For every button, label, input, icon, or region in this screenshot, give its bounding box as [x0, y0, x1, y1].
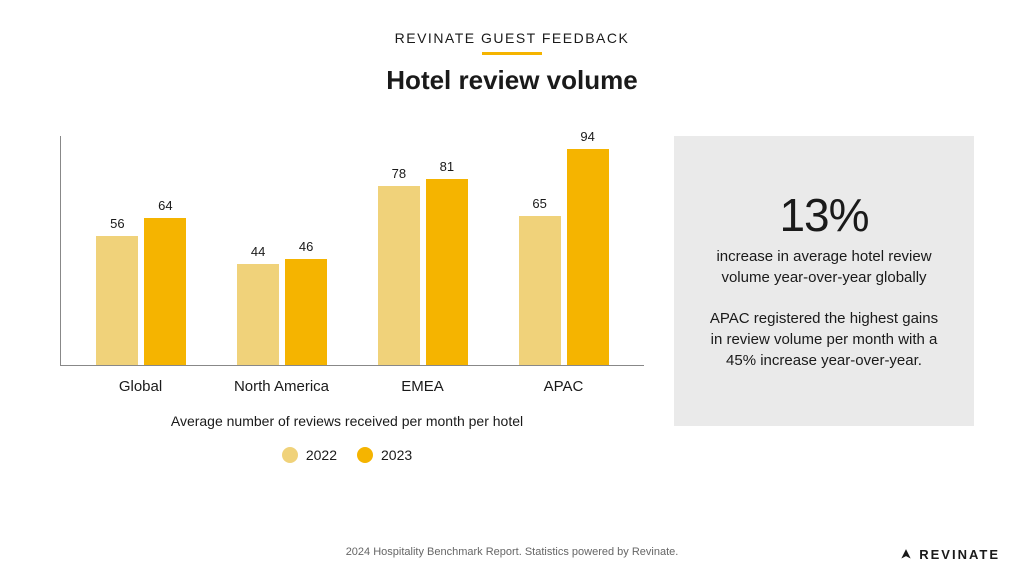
- eyebrow-text: REVINATE GUEST FEEDBACK: [0, 30, 1024, 46]
- bar: 78: [378, 186, 420, 365]
- bar: 65: [519, 216, 561, 366]
- axis-caption: Average number of reviews received per m…: [50, 413, 644, 429]
- page-title: Hotel review volume: [0, 65, 1024, 96]
- bar-group: 6594: [493, 149, 634, 365]
- bar: 94: [567, 149, 609, 365]
- bar-value-label: 65: [532, 196, 546, 211]
- chart-area: 5664444678816594 GlobalNorth AmericaEMEA…: [50, 136, 644, 463]
- bar-group: 7881: [353, 179, 494, 365]
- callout-line1: increase in average hotel review volume …: [702, 246, 946, 288]
- header: REVINATE GUEST FEEDBACK Hotel review vol…: [0, 0, 1024, 96]
- legend-label: 2023: [381, 447, 412, 463]
- callout-stat: 13%: [702, 192, 946, 238]
- bar-value-label: 81: [440, 159, 454, 174]
- bar-value-label: 56: [110, 216, 124, 231]
- chart-plot: 5664444678816594: [60, 136, 644, 366]
- bar: 56: [96, 236, 138, 365]
- stat-callout: 13% increase in average hotel review vol…: [674, 136, 974, 426]
- title-underline: [482, 52, 542, 55]
- x-axis-label: EMEA: [352, 378, 493, 395]
- bar: 46: [285, 259, 327, 365]
- legend-item: 2023: [357, 447, 412, 463]
- bar-value-label: 78: [392, 166, 406, 181]
- brand-logo: REVINATE: [899, 547, 1000, 562]
- x-axis-label: APAC: [493, 378, 634, 395]
- legend-swatch: [357, 447, 373, 463]
- legend-item: 2022: [282, 447, 337, 463]
- bar-value-label: 64: [158, 198, 172, 213]
- footer-text: 2024 Hospitality Benchmark Report. Stati…: [0, 546, 1024, 558]
- bar-group: 4446: [212, 259, 353, 365]
- x-axis-label: North America: [211, 378, 352, 395]
- brand-name: REVINATE: [919, 547, 1000, 562]
- bar-value-label: 94: [580, 129, 594, 144]
- brand-icon: [899, 548, 913, 562]
- bar: 44: [237, 264, 279, 365]
- legend-swatch: [282, 447, 298, 463]
- bar: 81: [426, 179, 468, 365]
- bar-value-label: 46: [299, 239, 313, 254]
- content-row: 5664444678816594 GlobalNorth AmericaEMEA…: [0, 96, 1024, 463]
- x-axis-labels: GlobalNorth AmericaEMEAAPAC: [60, 366, 644, 395]
- x-axis-label: Global: [70, 378, 211, 395]
- bar-group: 5664: [71, 218, 212, 365]
- bar-value-label: 44: [251, 244, 265, 259]
- chart-legend: 2022 2023: [50, 447, 644, 463]
- legend-label: 2022: [306, 447, 337, 463]
- callout-line2: APAC registered the highest gains in rev…: [702, 308, 946, 371]
- bar: 64: [144, 218, 186, 365]
